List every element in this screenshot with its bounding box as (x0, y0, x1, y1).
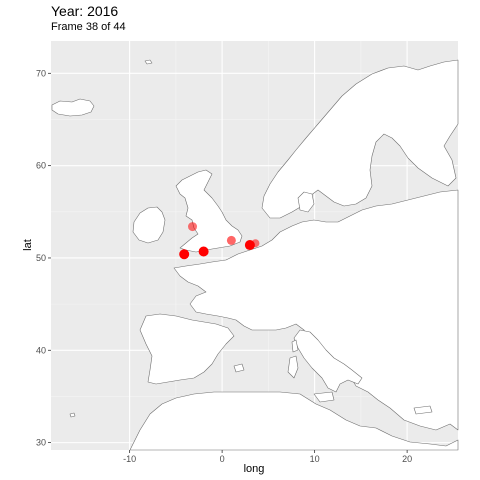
plot-subtitle: Frame 38 of 44 (51, 21, 126, 33)
scandinavia-shape (261, 59, 459, 219)
axes: -10 0 10 20 30 40 50 60 70 (36, 68, 412, 464)
sicily-shape (313, 391, 335, 403)
crete-shape (413, 405, 433, 415)
sardinia-shape (287, 355, 299, 379)
x-tick-label: 20 (402, 454, 412, 464)
plot-title: Year: 2016 (51, 3, 119, 19)
ireland-shape (132, 206, 166, 244)
denmark-shape (297, 191, 315, 213)
x-tick-label: 10 (310, 454, 320, 464)
data-point (188, 222, 198, 232)
y-tick-label: 60 (36, 161, 46, 171)
x-tick-label: 0 (220, 454, 225, 464)
corsica-shape (291, 339, 299, 353)
italy-shape (293, 329, 363, 393)
data-point (226, 235, 236, 245)
y-tick-label: 70 (36, 68, 46, 78)
data-points (179, 222, 260, 260)
iceland-shape (51, 98, 95, 117)
y-tick-label: 40 (36, 345, 46, 355)
balearics-shape (233, 363, 245, 373)
x-axis-title: long (244, 463, 265, 475)
faroe-shape (144, 59, 153, 65)
y-tick-label: 50 (36, 253, 46, 263)
north-africa-shape (129, 391, 459, 451)
iberia-shape (139, 313, 235, 385)
data-point (251, 239, 260, 248)
europe-landmass (51, 59, 459, 451)
y-tick-label: 30 (36, 438, 46, 448)
x-tick-label: -10 (123, 454, 136, 464)
y-axis-title: lat (22, 239, 34, 251)
great-britain-shape (175, 169, 243, 253)
small-island-shape (69, 412, 76, 418)
data-point (198, 246, 209, 257)
data-point (179, 249, 190, 260)
